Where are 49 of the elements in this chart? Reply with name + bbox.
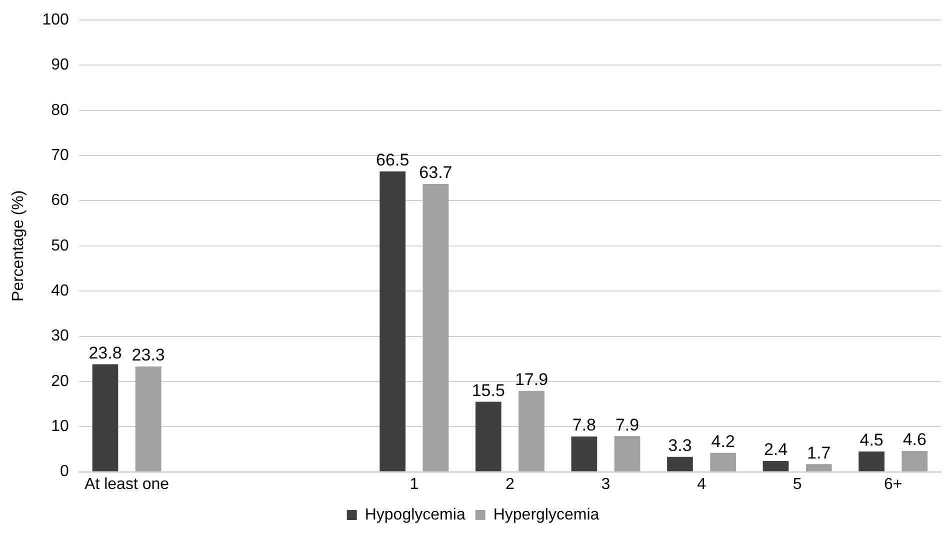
y-tick-label: 30 [51, 328, 69, 345]
bar [667, 456, 693, 472]
x-tick-label: 1 [410, 476, 419, 493]
y-tick-label: 20 [51, 372, 69, 390]
bar [92, 364, 118, 472]
y-tick-label: 0 [60, 463, 69, 480]
data-label: 23.8 [88, 343, 122, 362]
data-label: 15.5 [472, 380, 505, 400]
y-tick-label: 80 [51, 102, 69, 119]
x-tick-label: 6+ [884, 476, 902, 493]
bar [762, 460, 789, 472]
data-label: 4.2 [711, 432, 735, 452]
legend-label: Hyperglycemia [493, 506, 600, 524]
data-label: 66.5 [376, 150, 410, 170]
bar [422, 184, 449, 472]
data-label: 63.7 [419, 163, 452, 182]
data-label: 1.7 [807, 443, 831, 462]
data-label: 17.9 [514, 370, 548, 390]
x-tick-label: 3 [601, 476, 610, 493]
y-tick-label: 40 [51, 282, 69, 300]
data-label: 4.5 [860, 430, 884, 450]
x-tick-label: 2 [505, 476, 514, 493]
bar [902, 451, 928, 472]
y-tick-label: 90 [51, 56, 69, 74]
data-label: 7.9 [615, 415, 640, 434]
data-label: 4.6 [902, 430, 926, 450]
y-tick-label: 100 [42, 11, 69, 28]
bar [858, 451, 884, 472]
y-axis-title: Percentage (%) [10, 190, 28, 302]
y-tick-label: 50 [51, 237, 69, 254]
x-tick-label: At least one [84, 476, 170, 493]
bar [571, 436, 598, 472]
y-tick-label: 10 [51, 418, 69, 436]
data-label: 2.4 [764, 440, 788, 460]
x-tick-label: 5 [792, 476, 802, 493]
x-tick-label: 4 [697, 476, 706, 493]
data-label: 7.8 [572, 416, 596, 435]
bar [380, 171, 406, 472]
legend-label: Hypoglycemia [364, 506, 466, 524]
bar [475, 402, 502, 472]
data-label: 3.3 [668, 436, 692, 456]
y-tick-label: 70 [51, 146, 69, 164]
bar [710, 452, 736, 472]
data-label: 23.3 [132, 346, 165, 365]
bar [806, 464, 832, 472]
bar [135, 366, 162, 472]
bar [518, 390, 544, 472]
y-tick-label: 60 [51, 192, 69, 210]
bar [614, 436, 640, 472]
